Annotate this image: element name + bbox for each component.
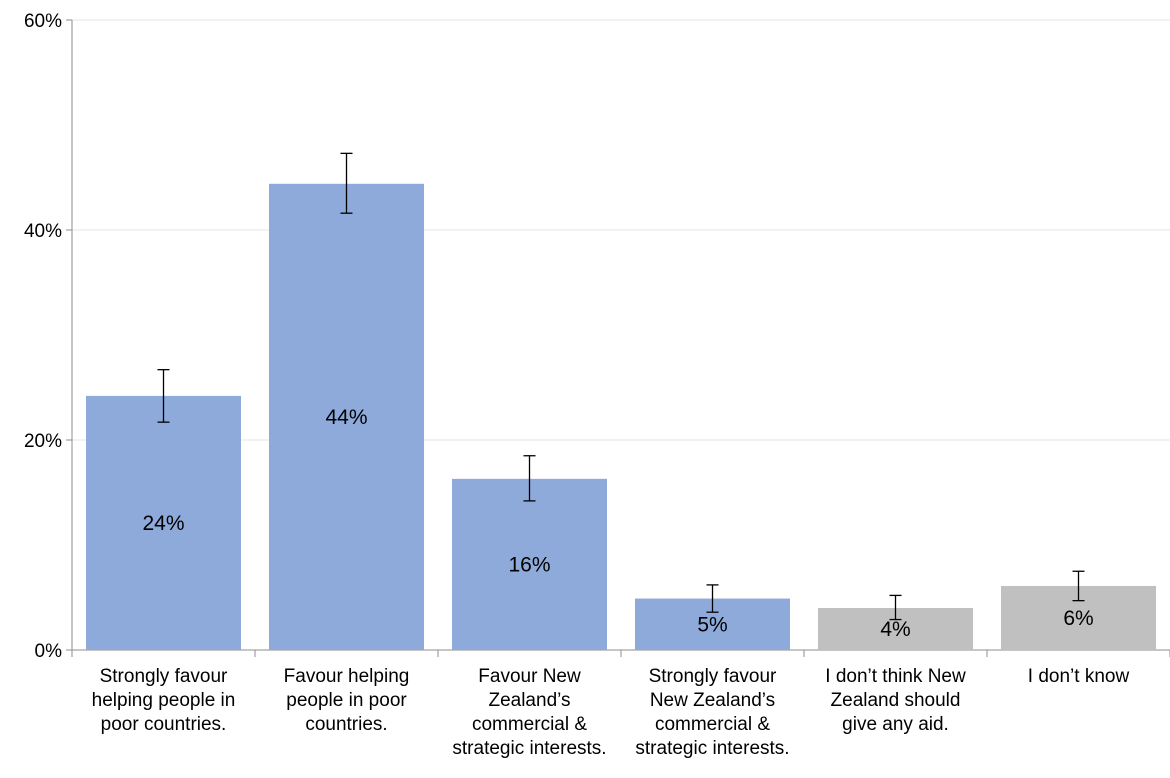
category-label-line: commercial & (472, 714, 587, 735)
category-label-line: countries. (305, 714, 387, 735)
category-label: Favour New Zealand’s commercial & strategic… (452, 666, 606, 759)
error-bars (157, 152, 1085, 621)
y-tick-label: 60% (24, 11, 62, 32)
category-label-line: New Zealand’s (650, 690, 775, 711)
category-label-line: poor countries. (101, 714, 227, 735)
labels: 24% Strongly favour helping people in poor … (92, 406, 1130, 759)
data-label: 4% (880, 618, 910, 641)
category-label-line: people in poor (286, 690, 407, 711)
category-label-line: Zealand should (831, 690, 961, 711)
data-label: 6% (1063, 607, 1093, 630)
axes: 0% 20% 40% 60% (24, 11, 1170, 662)
data-label: 16% (508, 553, 550, 576)
category-label-line: Favour helping (284, 666, 410, 687)
category-label-line: I don’t know (1028, 666, 1130, 687)
category-label-line: commercial & (655, 714, 770, 735)
y-tick-label: 0% (35, 641, 63, 662)
y-tick-label: 40% (24, 221, 62, 242)
data-label: 44% (325, 406, 367, 429)
category-label-line: strategic interests. (635, 738, 789, 759)
category-label: Strongly favour helping people in poor cou… (92, 666, 236, 735)
data-label: 24% (142, 512, 184, 535)
bars (86, 183, 1156, 651)
category-label: Favour helping people in poor countries. (284, 666, 410, 735)
category-label-line: Strongly favour (649, 666, 777, 687)
category-label-line: Strongly favour (100, 666, 228, 687)
category-label-line: give any aid. (842, 714, 949, 735)
category-label-line: strategic interests. (452, 738, 606, 759)
category-label: I don’t know (1028, 666, 1130, 687)
y-tick-label: 20% (24, 431, 62, 452)
category-label: I don’t think New Zealand should give any … (825, 666, 966, 735)
category-label-line: Zealand’s (488, 690, 570, 711)
bar (86, 395, 241, 650)
bar (269, 183, 424, 651)
bar (452, 478, 607, 650)
category-label-line: Favour New (478, 666, 581, 687)
category-label: Strongly favour New Zealand’s commercial &… (635, 666, 789, 759)
category-label-line: helping people in (92, 690, 236, 711)
gridlines (72, 19, 1170, 441)
data-label: 5% (697, 613, 727, 636)
category-label-line: I don’t think New (825, 666, 966, 687)
